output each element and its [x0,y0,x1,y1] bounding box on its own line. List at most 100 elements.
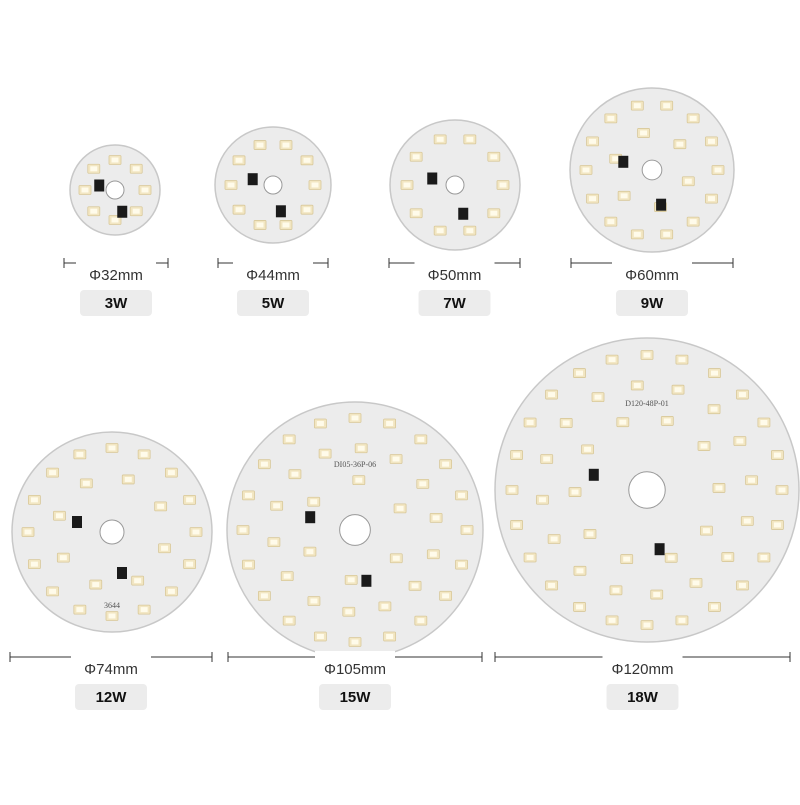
led-chip [59,555,67,561]
led-chip [760,420,768,425]
led-chip [256,142,264,148]
led-chip [582,167,590,173]
led-chip [256,222,264,228]
led-chip [186,497,194,503]
led-chip [711,604,718,610]
led-chip [285,618,293,624]
led-chip [548,392,556,398]
led-chip [82,480,90,486]
led-chip [663,231,671,237]
led-chip [612,156,620,162]
led-chip [244,562,252,568]
led-chip [124,476,132,482]
led-chip [715,485,723,491]
led-chip [90,208,98,214]
driver-chip [305,511,316,524]
led-chip [186,561,194,567]
led-chip [466,228,474,234]
led-chip [643,622,651,628]
led-chip [436,228,444,234]
led-chip [619,419,627,425]
led-chip [748,477,756,483]
led-chip [411,583,419,589]
led-chip [310,598,318,604]
led-chip [417,618,425,624]
led-chip [108,613,116,619]
led-chip [773,522,781,528]
power-label: 7W [443,295,466,312]
led-chip [738,392,746,398]
led-chip [316,420,324,426]
board-marking: D120-48P-01 [625,399,669,408]
led-chip [111,217,119,223]
led-chip [157,503,165,509]
led-chip [303,207,311,213]
led-board [389,119,521,251]
led-chip [76,451,84,457]
led-chip [710,406,718,412]
power-badge [418,290,491,316]
center-hole [641,159,663,181]
led-chip [273,503,281,509]
led-chip [607,115,615,121]
led-chip [291,471,299,477]
led-chip [499,182,507,188]
led-chip [608,617,616,623]
led-chip [81,187,89,193]
led-chip [192,529,200,535]
power-badge [75,684,147,710]
led-board [214,126,332,244]
power-badge [616,290,688,316]
led-chip [633,231,641,237]
led-chip [550,536,558,542]
led-chip [386,420,394,426]
board-marking: 3644 [104,601,120,610]
power-label: 3W [105,295,128,312]
led-chip [108,445,116,451]
diameter-label: Φ105mm [324,661,386,678]
diameter-label: Φ32mm [89,267,143,284]
led-chip [543,456,551,462]
led-chip [773,452,781,458]
led-chip [134,578,142,584]
led-chip [589,196,597,202]
led-chip [689,115,697,121]
led-chip [355,477,363,483]
led-chip [692,580,700,586]
center-hole [105,180,125,200]
driver-chip [361,574,372,587]
led-chip [351,639,359,645]
power-label: 12W [96,689,128,706]
led-chip [442,593,450,599]
diameter-label: Φ44mm [246,267,300,284]
led-chip [140,451,148,457]
led-chip [419,481,427,487]
led-chip [282,142,290,148]
led-chip [49,470,57,476]
led-chip [49,588,57,594]
center-hole [628,471,666,509]
led-chip [678,617,686,623]
led-chip [283,573,291,579]
led-chip [429,551,437,557]
led-chip [674,387,682,393]
led-chip [667,555,675,561]
label-bg [233,257,313,271]
led-chip [412,210,420,216]
led-chip [571,489,579,495]
led-chip [548,582,556,588]
led-chip [403,182,411,188]
driver-chip [117,567,127,579]
led-chip [684,178,692,184]
led-chip [347,577,355,583]
led-board: 3644 [11,431,213,633]
center-hole [339,514,371,546]
led-chip [90,166,98,172]
led-chip [676,141,684,147]
led-chip [351,415,359,421]
led-chip [167,588,175,594]
led-chip [55,513,63,519]
power-badge [80,290,152,316]
led-chip [538,497,546,503]
led-chip [140,607,148,613]
